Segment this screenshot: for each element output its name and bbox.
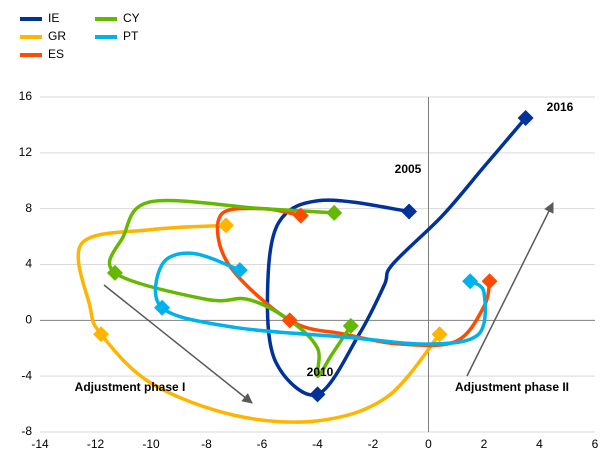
annotation: 2016 bbox=[547, 100, 574, 114]
y-tick-label: -4 bbox=[21, 368, 32, 382]
legend: IE GR ES CY PT bbox=[20, 11, 140, 61]
y-tick-label: 12 bbox=[19, 145, 33, 159]
annotation: Adjustment phase I bbox=[75, 380, 186, 394]
plot-area bbox=[76, 109, 534, 424]
marker bbox=[401, 203, 418, 220]
annotation: Adjustment phase II bbox=[455, 380, 569, 394]
marker bbox=[292, 207, 309, 224]
grid: -8 -4 0 4 8 12 16 -14 -12 -10 -8 -6 -4 -2 0 2 4 6 bbox=[19, 89, 599, 451]
legend-label: PT bbox=[123, 29, 139, 43]
y-tick-label: 16 bbox=[19, 89, 33, 103]
marker bbox=[481, 273, 498, 290]
marker bbox=[326, 204, 343, 221]
marker bbox=[281, 312, 298, 329]
marker bbox=[342, 317, 359, 334]
marker bbox=[231, 262, 248, 279]
x-tick-label: -6 bbox=[257, 437, 268, 451]
legend-label: IE bbox=[48, 11, 59, 25]
marker bbox=[309, 386, 326, 403]
legend-label: ES bbox=[48, 47, 64, 61]
legend-label: CY bbox=[123, 11, 140, 25]
y-tick-label: -8 bbox=[21, 424, 32, 438]
marker bbox=[106, 264, 123, 281]
series-line bbox=[76, 223, 442, 424]
series-line bbox=[265, 116, 528, 397]
marker bbox=[517, 109, 534, 126]
x-tick-label: -4 bbox=[312, 437, 323, 451]
marker bbox=[431, 326, 448, 343]
series-line bbox=[153, 251, 488, 346]
x-tick-label: -2 bbox=[368, 437, 379, 451]
marker bbox=[462, 273, 479, 290]
annotation: 2005 bbox=[395, 162, 422, 176]
y-tick-label: 4 bbox=[25, 257, 32, 271]
marker bbox=[154, 299, 171, 316]
x-tick-label: -12 bbox=[87, 437, 105, 451]
x-tick-label: 2 bbox=[481, 437, 488, 451]
series-line bbox=[215, 206, 492, 348]
y-tick-label: 0 bbox=[25, 313, 32, 327]
series-line bbox=[107, 198, 353, 378]
arrow bbox=[466, 202, 554, 377]
annotation: 2010 bbox=[307, 365, 334, 379]
x-tick-label: -14 bbox=[31, 437, 49, 451]
x-tick-label: 6 bbox=[592, 437, 599, 451]
x-tick-label: -10 bbox=[142, 437, 160, 451]
y-tick-label: 8 bbox=[25, 201, 32, 215]
legend-label: GR bbox=[48, 29, 66, 43]
arrow bbox=[103, 284, 253, 404]
marker bbox=[93, 326, 110, 343]
x-tick-label: 0 bbox=[425, 437, 432, 451]
x-tick-label: 4 bbox=[536, 437, 543, 451]
x-tick-label: -8 bbox=[201, 437, 212, 451]
marker bbox=[217, 217, 234, 234]
